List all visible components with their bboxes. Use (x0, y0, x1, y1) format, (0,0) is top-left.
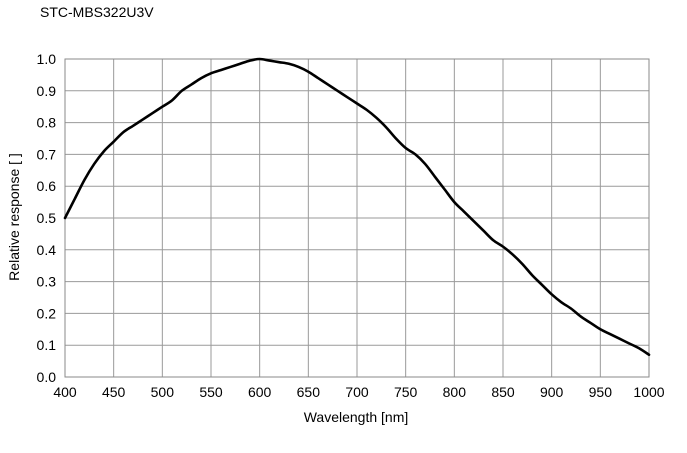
y-tick-label: 0.0 (37, 369, 57, 385)
x-tick-label: 700 (345, 384, 369, 400)
x-tick-label: 950 (589, 384, 613, 400)
x-tick-label: 500 (151, 384, 175, 400)
y-tick-label: 0.5 (37, 210, 57, 226)
x-tick-label: 1000 (633, 384, 664, 400)
y-tick-label: 0.7 (37, 146, 57, 162)
x-tick-label: 800 (443, 384, 467, 400)
x-tick-label: 900 (540, 384, 564, 400)
y-tick-label: 0.6 (37, 178, 57, 194)
x-tick-label: 850 (491, 384, 515, 400)
x-axis-title: Wavelength [nm] (304, 409, 409, 425)
y-tick-labels: 0.0 0.1 0.2 0.3 0.4 0.5 0.6 0.7 0.8 0.9 1.0 (37, 51, 57, 385)
series-layer (63, 57, 651, 357)
grid-layer (64, 58, 650, 378)
y-tick-label: 0.4 (37, 242, 57, 258)
x-tick-label: 400 (53, 384, 77, 400)
x-tick-label: 450 (102, 384, 126, 400)
series-line-0 (63, 57, 651, 357)
chart-title: STC-MBS322U3V (40, 4, 154, 20)
y-tick-label: 1.0 (37, 51, 57, 67)
x-tick-labels: 400 450 500 550 600 650 700 750 800 850 900 950 1000 (53, 384, 664, 400)
y-axis-title: Relative response [ ] (6, 153, 22, 281)
x-tick-label: 600 (248, 384, 272, 400)
x-tick-label: 750 (394, 384, 418, 400)
y-tick-label: 0.1 (37, 337, 57, 353)
y-tick-label: 0.3 (37, 274, 57, 290)
y-tick-label: 0.2 (37, 305, 57, 321)
y-tick-label: 0.8 (37, 115, 57, 131)
y-tick-label: 0.9 (37, 83, 57, 99)
x-tick-label: 550 (199, 384, 223, 400)
x-tick-label: 650 (297, 384, 321, 400)
